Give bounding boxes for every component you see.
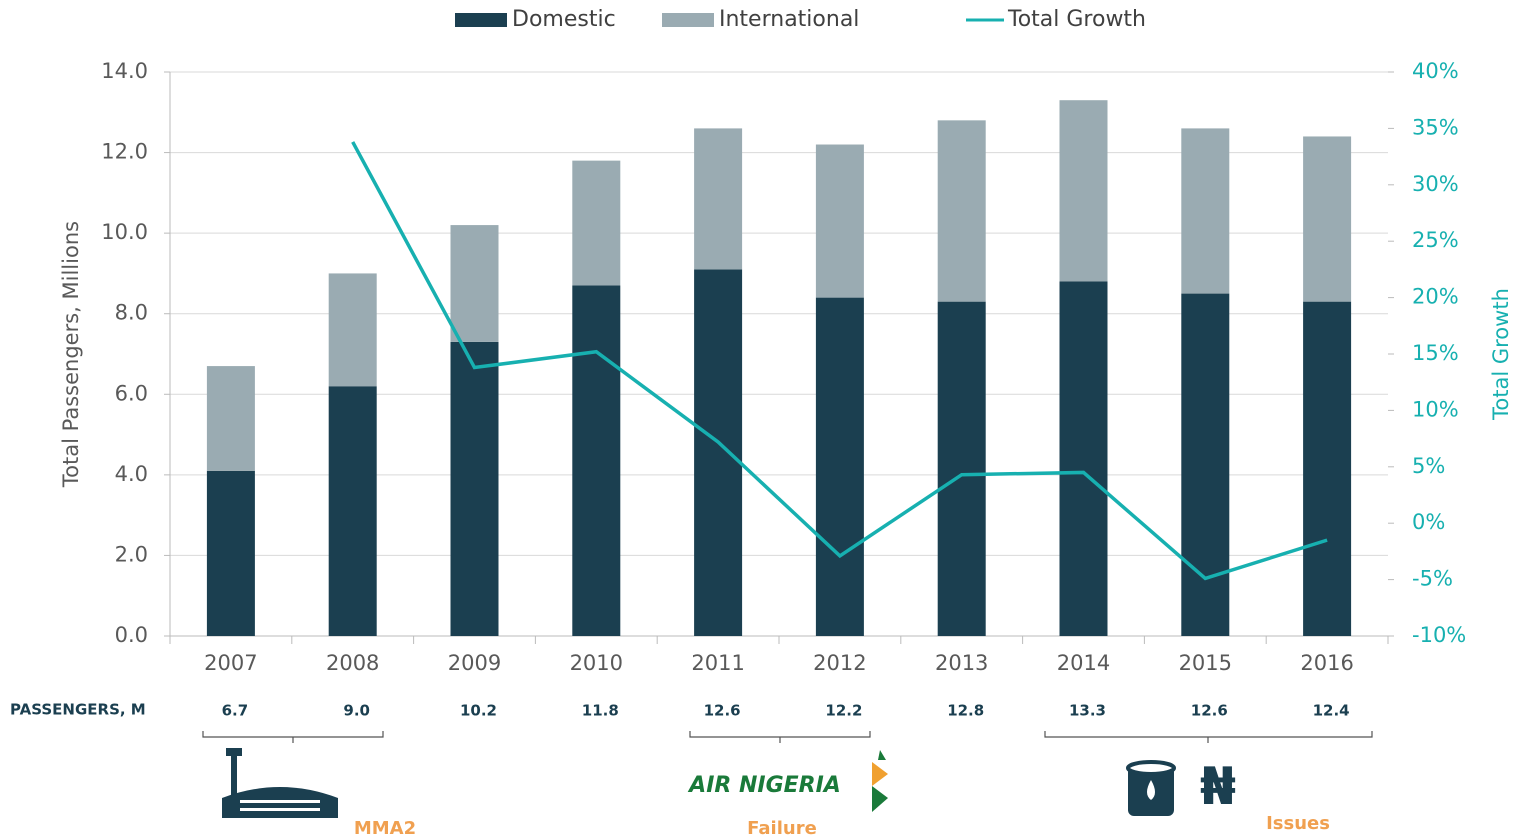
legend-label: Domestic (512, 7, 616, 32)
x-tick-label: 2010 (570, 651, 623, 675)
bar (1181, 128, 1230, 294)
airline-mark (872, 750, 888, 812)
y2-tick-label: 25% (1412, 228, 1459, 252)
y-tick-label: 12.0 (101, 140, 148, 164)
y-axis-title: Total Passengers, Millions (59, 221, 83, 488)
bar (815, 297, 864, 636)
passenger-total: 9.0 (343, 702, 370, 720)
y2-tick-label: 40% (1412, 59, 1459, 83)
y-tick-label: 2.0 (115, 542, 148, 566)
bar (1303, 136, 1352, 302)
x-tick-label: 2009 (448, 651, 501, 675)
passengers-label: PASSENGERS, M (10, 701, 146, 719)
passenger-total: 13.3 (1069, 702, 1106, 720)
annotation: MMA2 (354, 818, 416, 839)
passenger-total: 10.2 (460, 702, 497, 720)
y2-tick-label: -10% (1412, 623, 1466, 647)
bar (815, 144, 864, 298)
y2-axis-title: Total Growth (1489, 288, 1513, 421)
annotation: Issues (1266, 813, 1330, 834)
passenger-total: 12.6 (1191, 702, 1228, 720)
bar (694, 128, 743, 270)
y-tick-label: 0.0 (115, 623, 148, 647)
bar (206, 470, 255, 636)
bar (328, 386, 377, 636)
legend-swatch (455, 13, 507, 27)
bar (206, 366, 255, 471)
bar (937, 120, 986, 302)
brackets (202, 731, 1373, 743)
bar (450, 225, 499, 342)
naira-icon: ₦ (1200, 757, 1236, 817)
y2-tick-label: 5% (1412, 454, 1445, 478)
y2-tick-label: 0% (1412, 510, 1445, 534)
bar (1059, 281, 1108, 636)
passenger-total: 12.6 (704, 702, 741, 720)
x-tick-label: 2008 (326, 651, 379, 675)
bar (694, 269, 743, 636)
x-tick-label: 2012 (813, 651, 866, 675)
annotation: Failure (747, 818, 817, 839)
x-tick-label: 2007 (204, 651, 257, 675)
bar (1059, 100, 1108, 282)
legend-label: Total Growth (1007, 7, 1146, 32)
passenger-total: 12.2 (825, 702, 862, 720)
bar (1181, 293, 1230, 636)
bar (937, 301, 986, 636)
y-tick-label: 4.0 (115, 462, 148, 486)
x-tick-label: 2014 (1057, 651, 1110, 675)
y2-tick-label: -5% (1412, 567, 1453, 591)
bar (1303, 301, 1352, 636)
passenger-total: 11.8 (582, 702, 619, 720)
oil-naira-icons: ₦ (1126, 757, 1236, 817)
bar (572, 160, 621, 286)
passenger-total: 12.8 (947, 702, 984, 720)
bar (328, 273, 377, 387)
y-tick-label: 8.0 (115, 301, 148, 325)
y-tick-label: 14.0 (101, 59, 148, 83)
passenger-total: 12.4 (1313, 702, 1350, 720)
x-tick-label: 2011 (691, 651, 744, 675)
airport-icon (222, 748, 338, 818)
y2-tick-label: 30% (1412, 172, 1459, 196)
y2-tick-label: 35% (1412, 115, 1459, 139)
y2-tick-label: 15% (1412, 341, 1459, 365)
line (351, 141, 1328, 581)
bar (450, 341, 499, 636)
airline-logo: AIR NIGERIA (687, 773, 841, 798)
legend-label: International (719, 7, 859, 32)
x-tick-label: 2013 (935, 651, 988, 675)
y2-tick-label: 20% (1412, 285, 1459, 309)
passenger-total: 6.7 (222, 702, 249, 720)
y2-tick-label: 10% (1412, 397, 1459, 421)
x-tick-label: 2015 (1179, 651, 1232, 675)
x-tick-label: 2016 (1300, 651, 1353, 675)
y-tick-label: 6.0 (115, 381, 148, 405)
y-tick-label: 10.0 (101, 220, 148, 244)
legend-swatch (662, 13, 714, 27)
bar (572, 285, 621, 636)
